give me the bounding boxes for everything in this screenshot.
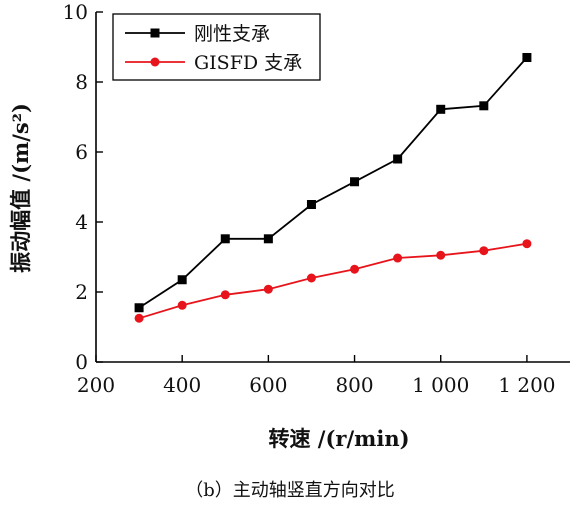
- data-point: [393, 154, 403, 164]
- series-line: [138, 242, 528, 320]
- data-point: [350, 264, 360, 274]
- x-tick-label: 400: [163, 373, 201, 397]
- legend-box: [112, 13, 321, 81]
- data-point: [134, 313, 144, 323]
- data-point: [306, 273, 316, 283]
- y-tick-label: 10: [63, 0, 88, 24]
- legend-marker: [150, 28, 160, 38]
- data-point: [350, 177, 360, 187]
- y-tick-label: 0: [75, 350, 88, 374]
- y-ticks: 0 2 4 6 8 10: [63, 0, 103, 374]
- y-tick-label: 2: [75, 280, 88, 304]
- data-point: [479, 246, 489, 256]
- data-point: [479, 101, 489, 111]
- data-point: [177, 300, 187, 310]
- legend-label: 刚性支承: [194, 23, 270, 45]
- y-axis-label: 振动幅值 /(m/s²): [8, 103, 33, 273]
- legend-item: 刚性支承: [125, 23, 270, 45]
- data-point: [263, 234, 273, 244]
- figure-caption: （b）主动轴竖直方向对比: [185, 480, 395, 501]
- data-point: [306, 200, 316, 209]
- series-layer: [134, 53, 532, 323]
- y-tick-label: 6: [75, 140, 88, 164]
- y-tick-label: 8: [75, 70, 88, 94]
- data-point: [393, 253, 403, 263]
- x-tick-label: 1 200: [498, 373, 555, 397]
- data-point: [134, 303, 144, 313]
- x-axis-label: 转速 /(r/min): [268, 426, 409, 451]
- data-point: [263, 284, 273, 294]
- y-tick-label: 4: [75, 210, 88, 234]
- series-2: [134, 239, 532, 323]
- data-point: [220, 234, 230, 244]
- data-point: [177, 275, 187, 285]
- data-point: [522, 53, 532, 62]
- x-tick-label: 600: [249, 373, 287, 397]
- x-tick-label: 1 000: [412, 373, 469, 397]
- data-point: [436, 250, 446, 260]
- legend-marker: [150, 57, 160, 67]
- axes: [95, 12, 570, 363]
- x-ticks: 200 400 600 800 1 000 1 200: [77, 355, 556, 397]
- data-point: [220, 290, 230, 300]
- x-tick-label: 200: [77, 373, 115, 397]
- legend-item: GISFD 支承: [125, 52, 302, 74]
- data-point: [436, 104, 446, 114]
- x-tick-label: 800: [335, 373, 373, 397]
- data-point: [522, 239, 532, 249]
- series-1: [134, 53, 532, 313]
- series-line: [138, 56, 528, 309]
- legend: 刚性支承 GISFD 支承: [112, 13, 321, 81]
- legend-label: GISFD 支承: [194, 52, 302, 74]
